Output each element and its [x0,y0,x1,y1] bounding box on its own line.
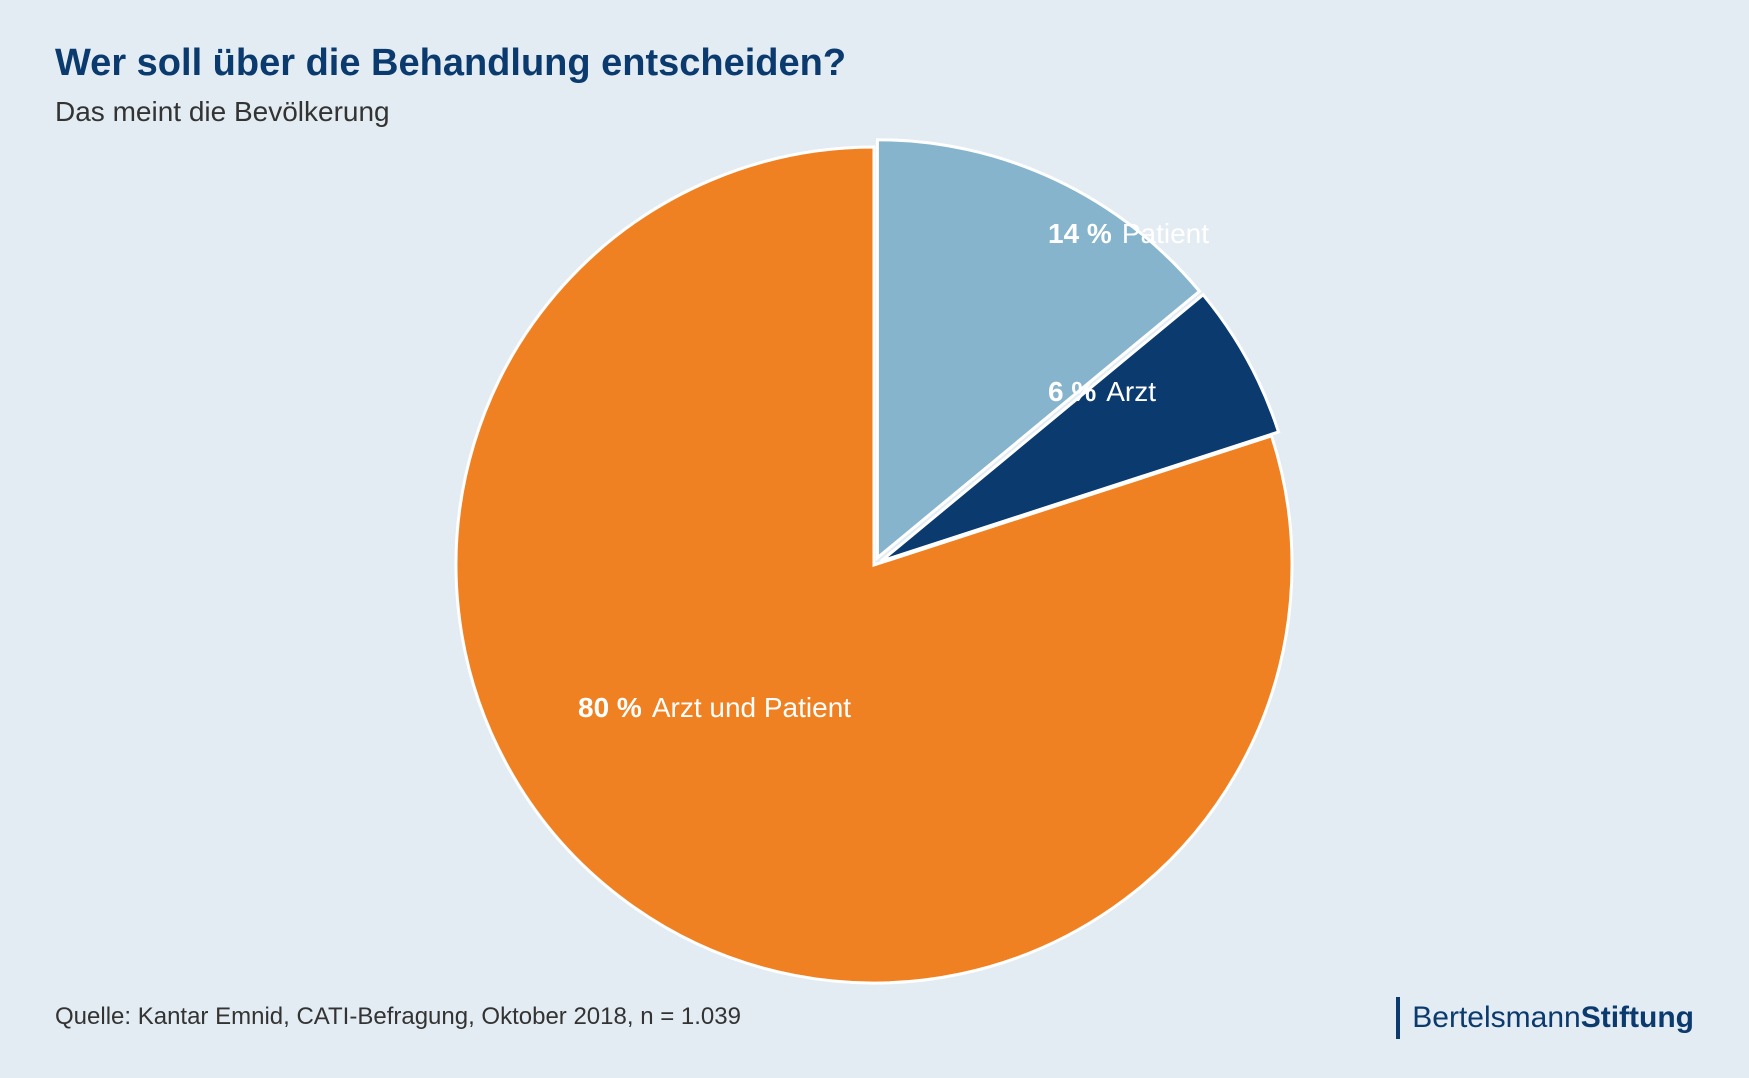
slice-name: Patient [1122,218,1209,249]
pie-chart [0,0,1749,1073]
logo-text-bold: Stiftung [1581,1001,1694,1034]
logo-bar-icon [1396,997,1400,1039]
slice-name: Arzt und Patient [652,692,851,723]
slice-name: Arzt [1106,376,1156,407]
slice-label: 6 % Arzt [1048,376,1156,408]
slice-percent: 6 % [1048,376,1096,407]
source-text: Quelle: Kantar Emnid, CATI-Befragung, Ok… [55,1003,741,1031]
pie-svg [0,0,1749,1073]
slice-label: 14 % Patient [1048,218,1209,250]
logo-text-light: Bertelsmann [1412,1001,1580,1034]
slice-percent: 80 % [578,692,642,723]
logo: BertelsmannStiftung [1396,997,1694,1039]
slice-percent: 14 % [1048,218,1112,249]
slice-label: 80 % Arzt und Patient [578,692,851,724]
